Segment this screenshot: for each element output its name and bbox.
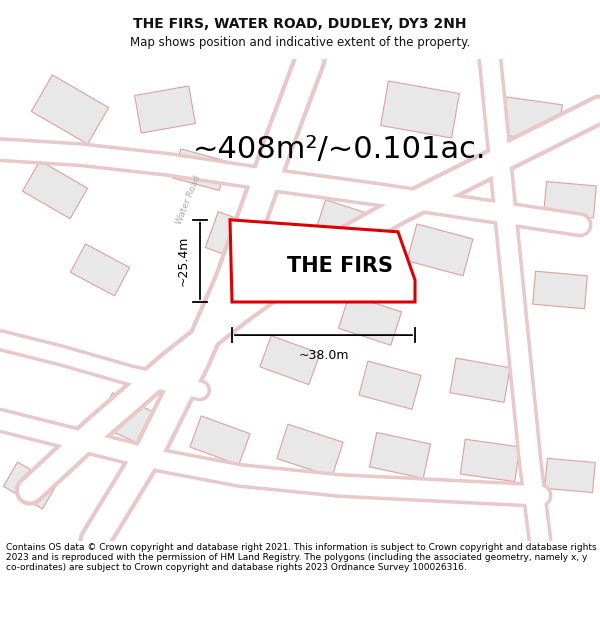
Polygon shape bbox=[313, 200, 388, 260]
Polygon shape bbox=[173, 149, 227, 191]
Polygon shape bbox=[380, 81, 460, 138]
Polygon shape bbox=[338, 295, 401, 345]
Polygon shape bbox=[190, 416, 250, 465]
Polygon shape bbox=[70, 244, 130, 296]
Text: THE FIRS, WATER ROAD, DUDLEY, DY3 2NH: THE FIRS, WATER ROAD, DUDLEY, DY3 2NH bbox=[133, 17, 467, 31]
Polygon shape bbox=[497, 96, 562, 142]
Polygon shape bbox=[31, 75, 109, 144]
Text: ~25.4m: ~25.4m bbox=[177, 236, 190, 286]
Polygon shape bbox=[98, 392, 163, 448]
Text: THE FIRS: THE FIRS bbox=[287, 256, 393, 276]
Polygon shape bbox=[260, 336, 320, 384]
Text: Map shows position and indicative extent of the property.: Map shows position and indicative extent… bbox=[130, 36, 470, 49]
Polygon shape bbox=[407, 224, 473, 276]
Polygon shape bbox=[4, 462, 56, 509]
Polygon shape bbox=[22, 161, 88, 219]
Polygon shape bbox=[230, 220, 415, 302]
Polygon shape bbox=[277, 424, 343, 476]
Polygon shape bbox=[134, 86, 196, 133]
Polygon shape bbox=[205, 212, 275, 268]
Text: ~38.0m: ~38.0m bbox=[298, 349, 349, 362]
Polygon shape bbox=[359, 361, 421, 409]
Text: ~408m²/~0.101ac.: ~408m²/~0.101ac. bbox=[193, 135, 487, 164]
Polygon shape bbox=[544, 182, 596, 218]
Polygon shape bbox=[545, 458, 595, 492]
Polygon shape bbox=[450, 358, 510, 402]
Polygon shape bbox=[533, 271, 587, 309]
Polygon shape bbox=[370, 432, 431, 478]
Polygon shape bbox=[460, 439, 520, 482]
Text: Water Road: Water Road bbox=[174, 174, 202, 226]
Text: Contains OS data © Crown copyright and database right 2021. This information is : Contains OS data © Crown copyright and d… bbox=[6, 542, 596, 572]
